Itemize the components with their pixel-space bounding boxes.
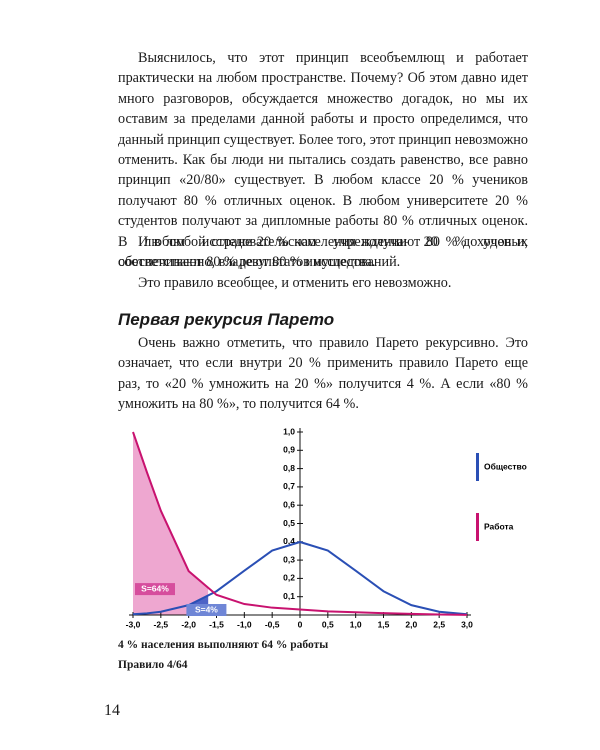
series-line bbox=[132, 431, 468, 616]
paragraph: Очень важно отметить, что правило Парето… bbox=[118, 335, 528, 413]
x-tick-label: -2,5 bbox=[154, 619, 169, 629]
x-tick-label: 2,0 bbox=[405, 619, 417, 629]
x-tick-label: -0,5 bbox=[265, 619, 280, 629]
chart: -3,0 -2,5 -2,0 -1,5 -1,0 -0,5 0 0,5 1,0 1,5 2,0 2,5… bbox=[126, 426, 527, 629]
paragraph: Это правило всеобщее, и отменить его нев… bbox=[138, 275, 452, 291]
x-tick-label: -1,0 bbox=[237, 619, 252, 629]
y-tick-label: 0,7 bbox=[283, 481, 295, 491]
legend-swatch bbox=[476, 453, 479, 481]
series-line bbox=[132, 540, 468, 616]
x-tick-label: 0,5 bbox=[322, 619, 334, 629]
paragraph: Выяснилось, что этот принцип всеобъемлющ… bbox=[118, 50, 528, 271]
x-tick-label: -3,0 bbox=[126, 619, 141, 629]
x-tick-label: -2,0 bbox=[181, 619, 196, 629]
y-tick-label: 0,5 bbox=[283, 518, 295, 528]
x-tick-label: 1,5 bbox=[378, 619, 390, 629]
y-tick-label: 0,9 bbox=[283, 445, 295, 455]
caption: Правило 4/64 bbox=[118, 659, 188, 671]
y-tick-label: 0,1 bbox=[283, 591, 295, 601]
page-number: 14 bbox=[104, 702, 120, 719]
y-tick-label: 0,2 bbox=[283, 573, 295, 583]
area-label: S=4% bbox=[195, 604, 218, 614]
area-label-bg bbox=[186, 604, 227, 616]
legend-label: Работа bbox=[484, 521, 514, 531]
y-tick-label: 0,4 bbox=[283, 536, 295, 546]
y-tick-label: 0,6 bbox=[283, 499, 295, 509]
section-title: Первая рекурсия Парето bbox=[118, 310, 335, 329]
x-tick-label: 2,5 bbox=[433, 619, 445, 629]
legend-swatch bbox=[476, 513, 479, 541]
legend-label: Общество bbox=[484, 461, 527, 471]
x-tick-label: -1,5 bbox=[209, 619, 224, 629]
x-tick-label: 3,0 bbox=[461, 619, 473, 629]
paragraph: И в любой стране 20 % населения получают… bbox=[118, 234, 528, 271]
shaded-area bbox=[133, 432, 209, 615]
y-tick-label: 0,8 bbox=[283, 463, 295, 473]
x-tick-label: 0 bbox=[298, 619, 303, 629]
area-label-bg bbox=[135, 583, 175, 596]
area-label: S=64% bbox=[141, 583, 169, 593]
x-tick-label: 1,0 bbox=[350, 619, 362, 629]
y-tick-label: 0,3 bbox=[283, 554, 295, 564]
caption: 4 % населения выполняют 64 % работы bbox=[118, 639, 329, 651]
y-tick-label: 1,0 bbox=[283, 426, 295, 436]
